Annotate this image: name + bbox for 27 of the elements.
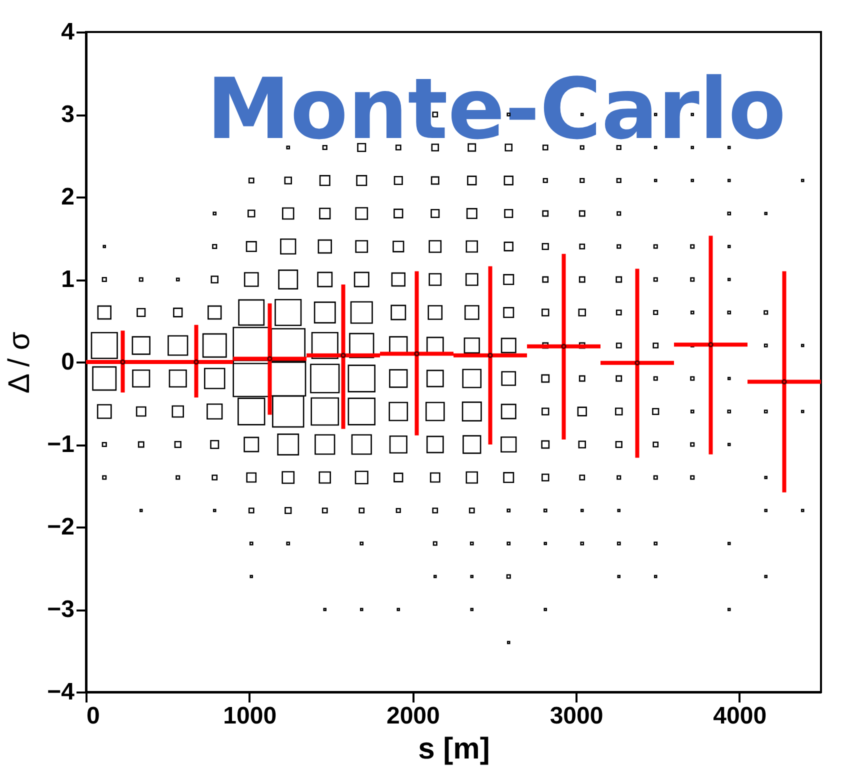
point bbox=[708, 342, 714, 348]
y-tick-label: 1 bbox=[61, 266, 74, 293]
point bbox=[634, 360, 640, 366]
x-tick-label: 1000 bbox=[223, 702, 277, 730]
x-axis-title: s [m] bbox=[418, 732, 490, 766]
y-tick-label: 3 bbox=[61, 101, 74, 128]
y-tick-label: −3 bbox=[47, 596, 74, 623]
x-tick-label: 3000 bbox=[550, 702, 604, 730]
point bbox=[414, 351, 420, 356]
point bbox=[194, 359, 199, 365]
x-tick-label: 2000 bbox=[386, 702, 440, 730]
x-tick-label: 0 bbox=[86, 702, 100, 730]
x-tick-label: 4000 bbox=[713, 702, 767, 730]
point bbox=[340, 352, 346, 358]
chart-title: Monte-Carlo bbox=[206, 60, 786, 158]
y-axis-title: Δ / σ bbox=[3, 331, 36, 394]
y-tick-label: −4 bbox=[47, 678, 76, 706]
point bbox=[561, 344, 566, 349]
y-tick-label: 4 bbox=[61, 18, 76, 46]
y-tick-label: −2 bbox=[47, 514, 74, 540]
y-tick-label: 2 bbox=[61, 184, 74, 210]
y-tick-label: −1 bbox=[47, 431, 74, 458]
point bbox=[782, 379, 787, 384]
point bbox=[488, 352, 493, 358]
y-tick-label: 0 bbox=[61, 348, 74, 376]
point bbox=[267, 356, 272, 362]
point bbox=[120, 359, 126, 365]
